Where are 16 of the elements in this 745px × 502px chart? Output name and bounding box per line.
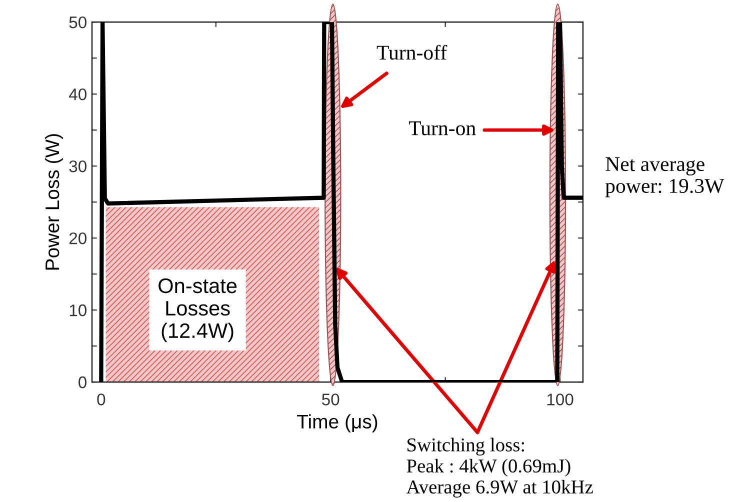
y-tick-label: 0	[78, 376, 86, 388]
y-tick-label: 10	[70, 304, 86, 316]
x-tick-label: 50	[322, 394, 340, 406]
annotation: Switching loss: Peak : 4kW (0.69mJ) Average 6.9W at 10kHz	[406, 438, 593, 498]
annotation: On-state Losses (12.4W)	[158, 278, 237, 342]
y-tick-label: 50	[69, 16, 86, 28]
text: Net average power: 19.3W	[605, 157, 724, 198]
x-axis-title: Time (μs)	[297, 414, 378, 432]
x-tick-label: 100	[547, 394, 574, 406]
annotation: Turn-on	[408, 121, 476, 136]
y-axis-title: Power Loss (W)	[44, 134, 64, 270]
y-tick-label: 30	[69, 160, 86, 172]
annotation: Turn-off	[376, 44, 448, 60]
y-tick-label: 40	[68, 88, 86, 100]
y-tick-label: 20	[69, 232, 86, 244]
x-tick-label: 0	[97, 394, 106, 406]
